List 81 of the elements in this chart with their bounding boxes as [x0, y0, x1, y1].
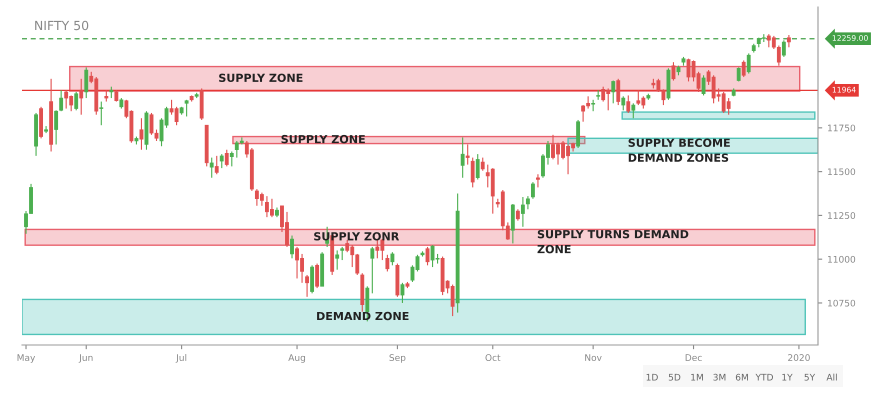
- candlestick: [104, 90, 108, 102]
- band-label: SUPPLY ZONE: [219, 74, 302, 82]
- candlestick: [114, 90, 118, 102]
- candlestick: [385, 254, 390, 272]
- text: 3M: [713, 374, 726, 381]
- candlestick: [290, 234, 294, 259]
- y-tick-label: 11750: [828, 124, 856, 132]
- candlestick: [335, 250, 340, 270]
- candlestick: [526, 196, 530, 210]
- candlestick: [530, 182, 535, 200]
- x-tick-label: 2020: [788, 354, 810, 362]
- x-tick-label: Aug: [288, 354, 306, 363]
- candlestick: [390, 252, 394, 266]
- candlestick: [426, 246, 430, 266]
- candlestick: [99, 101, 104, 126]
- candlestick: [621, 96, 626, 111]
- candlestick: [315, 263, 320, 289]
- candlestick: [74, 91, 78, 111]
- candlestick: [140, 118, 144, 150]
- candlestick: [119, 98, 124, 110]
- text: NIFTY 50: [35, 20, 88, 30]
- candlestick: [305, 274, 310, 298]
- candlestick: [476, 154, 480, 180]
- candlestick: [79, 78, 84, 116]
- candlestick: [224, 149, 229, 167]
- annotation: SUPPLY TURNS DEMAND ZONE: [538, 230, 688, 254]
- candlestick: [616, 78, 620, 106]
- x-tick-label: Nov: [585, 354, 602, 362]
- text: 6M: [736, 374, 748, 381]
- candlestick: [59, 90, 64, 112]
- candlestick: [611, 80, 616, 104]
- text: 1Y: [782, 374, 793, 380]
- candlestick: [782, 40, 786, 58]
- x-tick-label: Dec: [686, 354, 702, 362]
- candlestick: [702, 74, 706, 96]
- text: YTD: [755, 374, 773, 380]
- text: All: [826, 374, 837, 380]
- candlestick: [109, 86, 114, 99]
- candlestick: [84, 66, 88, 99]
- candlestick: [210, 157, 214, 178]
- candlestick: [591, 99, 596, 112]
- y-tick-label: 11000: [828, 256, 856, 263]
- candlestick: [340, 246, 344, 261]
- candlestick: [466, 144, 470, 166]
- candlestick: [480, 157, 485, 172]
- x-tick-label: May: [18, 354, 36, 363]
- y-tick-label: 11250: [828, 212, 856, 219]
- x-tick-label: Jul: [176, 354, 186, 363]
- x-tick-label: Sep: [390, 354, 406, 363]
- candlestick: [214, 155, 219, 175]
- band-label: SUPPLY BECOME DEMAND ZONES: [628, 138, 730, 162]
- x-tick-label: Jun: [78, 354, 93, 363]
- candlestick: [220, 154, 224, 169]
- candlestick: [460, 136, 465, 178]
- candlestick: [742, 60, 746, 78]
- text: 5Y: [804, 374, 816, 381]
- candlestick: [400, 282, 404, 304]
- candlestick: [54, 110, 58, 146]
- candlestick: [596, 90, 600, 100]
- y-tick-label: 10750: [828, 300, 856, 307]
- candlestick: [184, 99, 189, 118]
- band-label: SUPPLY ZONE: [281, 134, 365, 144]
- candlestick: [536, 174, 540, 188]
- candlestick: [470, 157, 475, 188]
- x-tick-label: Oct: [485, 354, 500, 362]
- candlestick: [631, 102, 636, 119]
- candlestick: [230, 150, 234, 167]
- text: 1D: [646, 374, 658, 380]
- candlestick: [736, 66, 741, 82]
- text: 1M: [691, 374, 703, 380]
- candlestick: [516, 208, 520, 222]
- candlestick: [672, 62, 676, 82]
- text: 5D: [668, 374, 680, 381]
- candlestick: [676, 65, 680, 76]
- candlestick: [626, 94, 630, 114]
- candlestick: [275, 206, 279, 218]
- candlestick: [370, 246, 374, 294]
- y-tick-label: 11500: [828, 168, 856, 176]
- candlestick: [786, 34, 791, 48]
- candlestick: [746, 52, 751, 74]
- candlestick: [520, 196, 525, 228]
